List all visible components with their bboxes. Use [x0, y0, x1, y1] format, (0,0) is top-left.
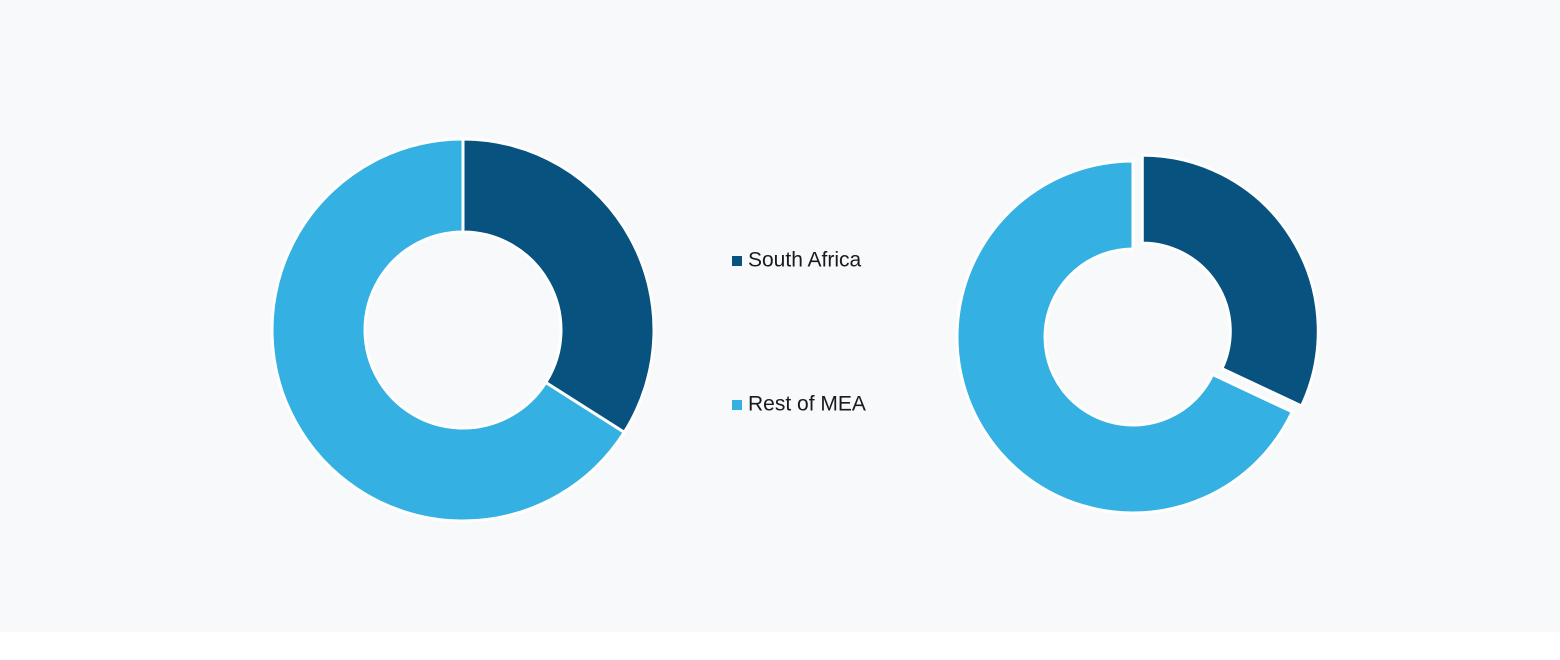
background: [0, 0, 1560, 632]
legend-swatch: [732, 256, 742, 266]
legend-swatch: [732, 400, 742, 410]
donut-slice: [955, 159, 1295, 515]
donut-slice: [270, 137, 627, 523]
donut-slice: [461, 137, 656, 435]
donut-slice: [1140, 153, 1320, 409]
legend-label: Rest of MEA: [748, 393, 866, 416]
legend-label: South Africa: [748, 249, 862, 272]
